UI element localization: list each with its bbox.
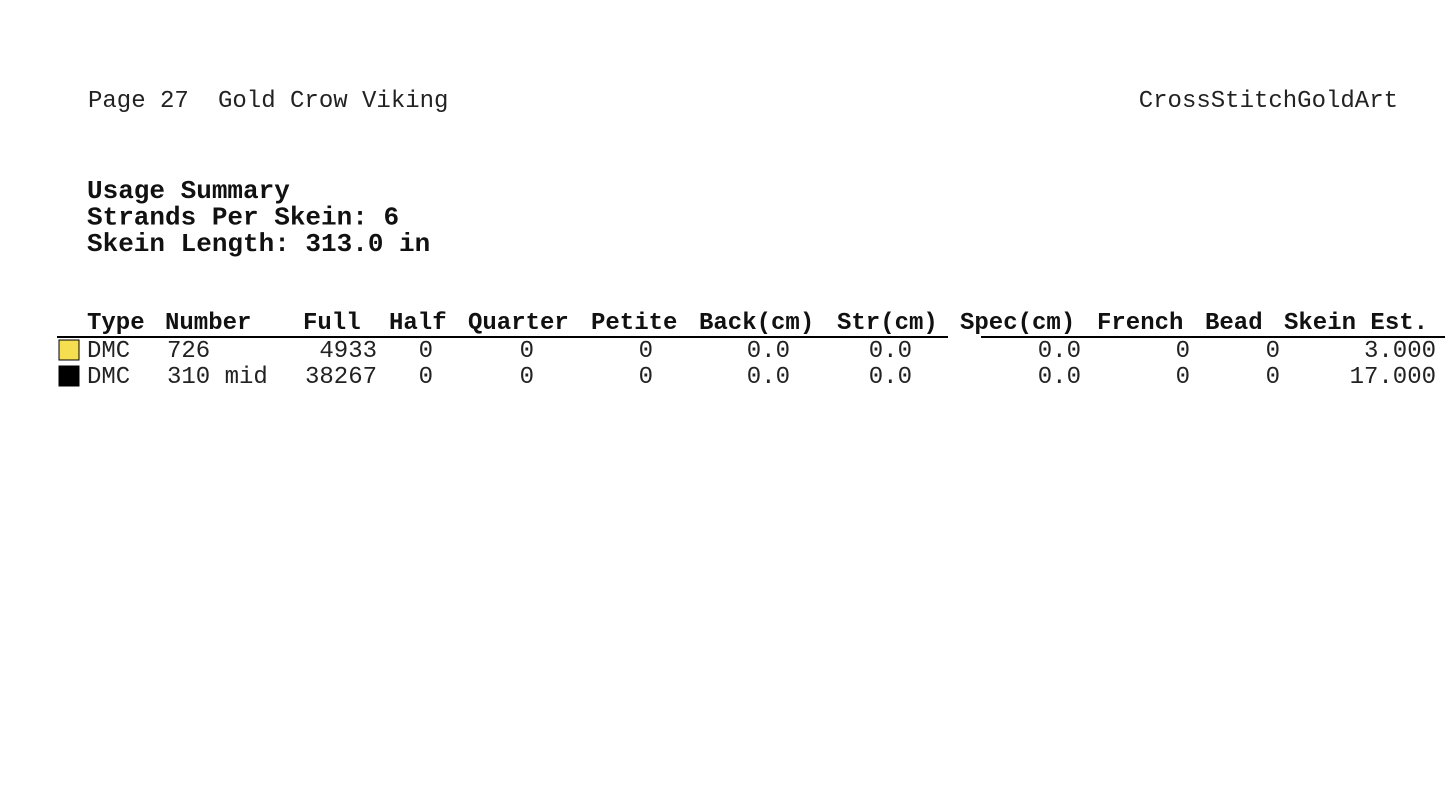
summary-line: Strands Per Skein: 6: [87, 203, 399, 233]
table-cell: 0: [419, 364, 433, 391]
column-header: Back(cm): [699, 310, 814, 337]
table-cell: 0: [419, 338, 433, 365]
table-cell: DMC: [87, 364, 130, 391]
column-header: Half: [389, 310, 447, 337]
brand: CrossStitchGoldArt: [1139, 88, 1398, 115]
table-cell: DMC: [87, 338, 130, 365]
table-cell: 310 mid: [167, 364, 268, 391]
table-cell: 0.0: [747, 338, 790, 365]
table-cell: 0: [1176, 338, 1190, 365]
table-cell: 0: [520, 364, 534, 391]
column-header: Number: [165, 310, 251, 337]
column-header: Skein Est.: [1284, 310, 1428, 337]
summary-line: Skein Length: 313.0 in: [87, 229, 430, 259]
column-header: Full: [303, 310, 361, 337]
pattern-title: Gold Crow Viking: [218, 88, 448, 115]
table-cell: 0: [1176, 364, 1190, 391]
table-cell: 17.000: [1350, 364, 1436, 391]
page-number: Page 27: [88, 88, 189, 115]
table-cell: 38267: [305, 364, 377, 391]
table-cell: 0: [1266, 338, 1280, 365]
summary-line: Usage Summary: [87, 176, 290, 206]
table-cell: 0: [639, 338, 653, 365]
column-header: Bead: [1205, 310, 1263, 337]
table-cell: 0.0: [747, 364, 790, 391]
column-header: Str(cm): [837, 310, 938, 337]
column-header: Quarter: [468, 310, 569, 337]
table-cell: 0.0: [869, 364, 912, 391]
table-cell: 3.000: [1364, 338, 1436, 365]
column-header: French: [1097, 310, 1183, 337]
table-cell: 0: [520, 338, 534, 365]
color-swatch: [58, 339, 80, 361]
table-cell: 0.0: [1038, 364, 1081, 391]
column-header: Type: [87, 310, 145, 337]
table-cell: 726: [167, 338, 210, 365]
column-header: Spec(cm): [960, 310, 1075, 337]
table-cell: 0: [639, 364, 653, 391]
table-cell: 0.0: [869, 338, 912, 365]
color-swatch: [58, 365, 80, 387]
table-cell: 0: [1266, 364, 1280, 391]
column-header: Petite: [591, 310, 677, 337]
table-cell: 4933: [319, 338, 377, 365]
table-cell: 0.0: [1038, 338, 1081, 365]
